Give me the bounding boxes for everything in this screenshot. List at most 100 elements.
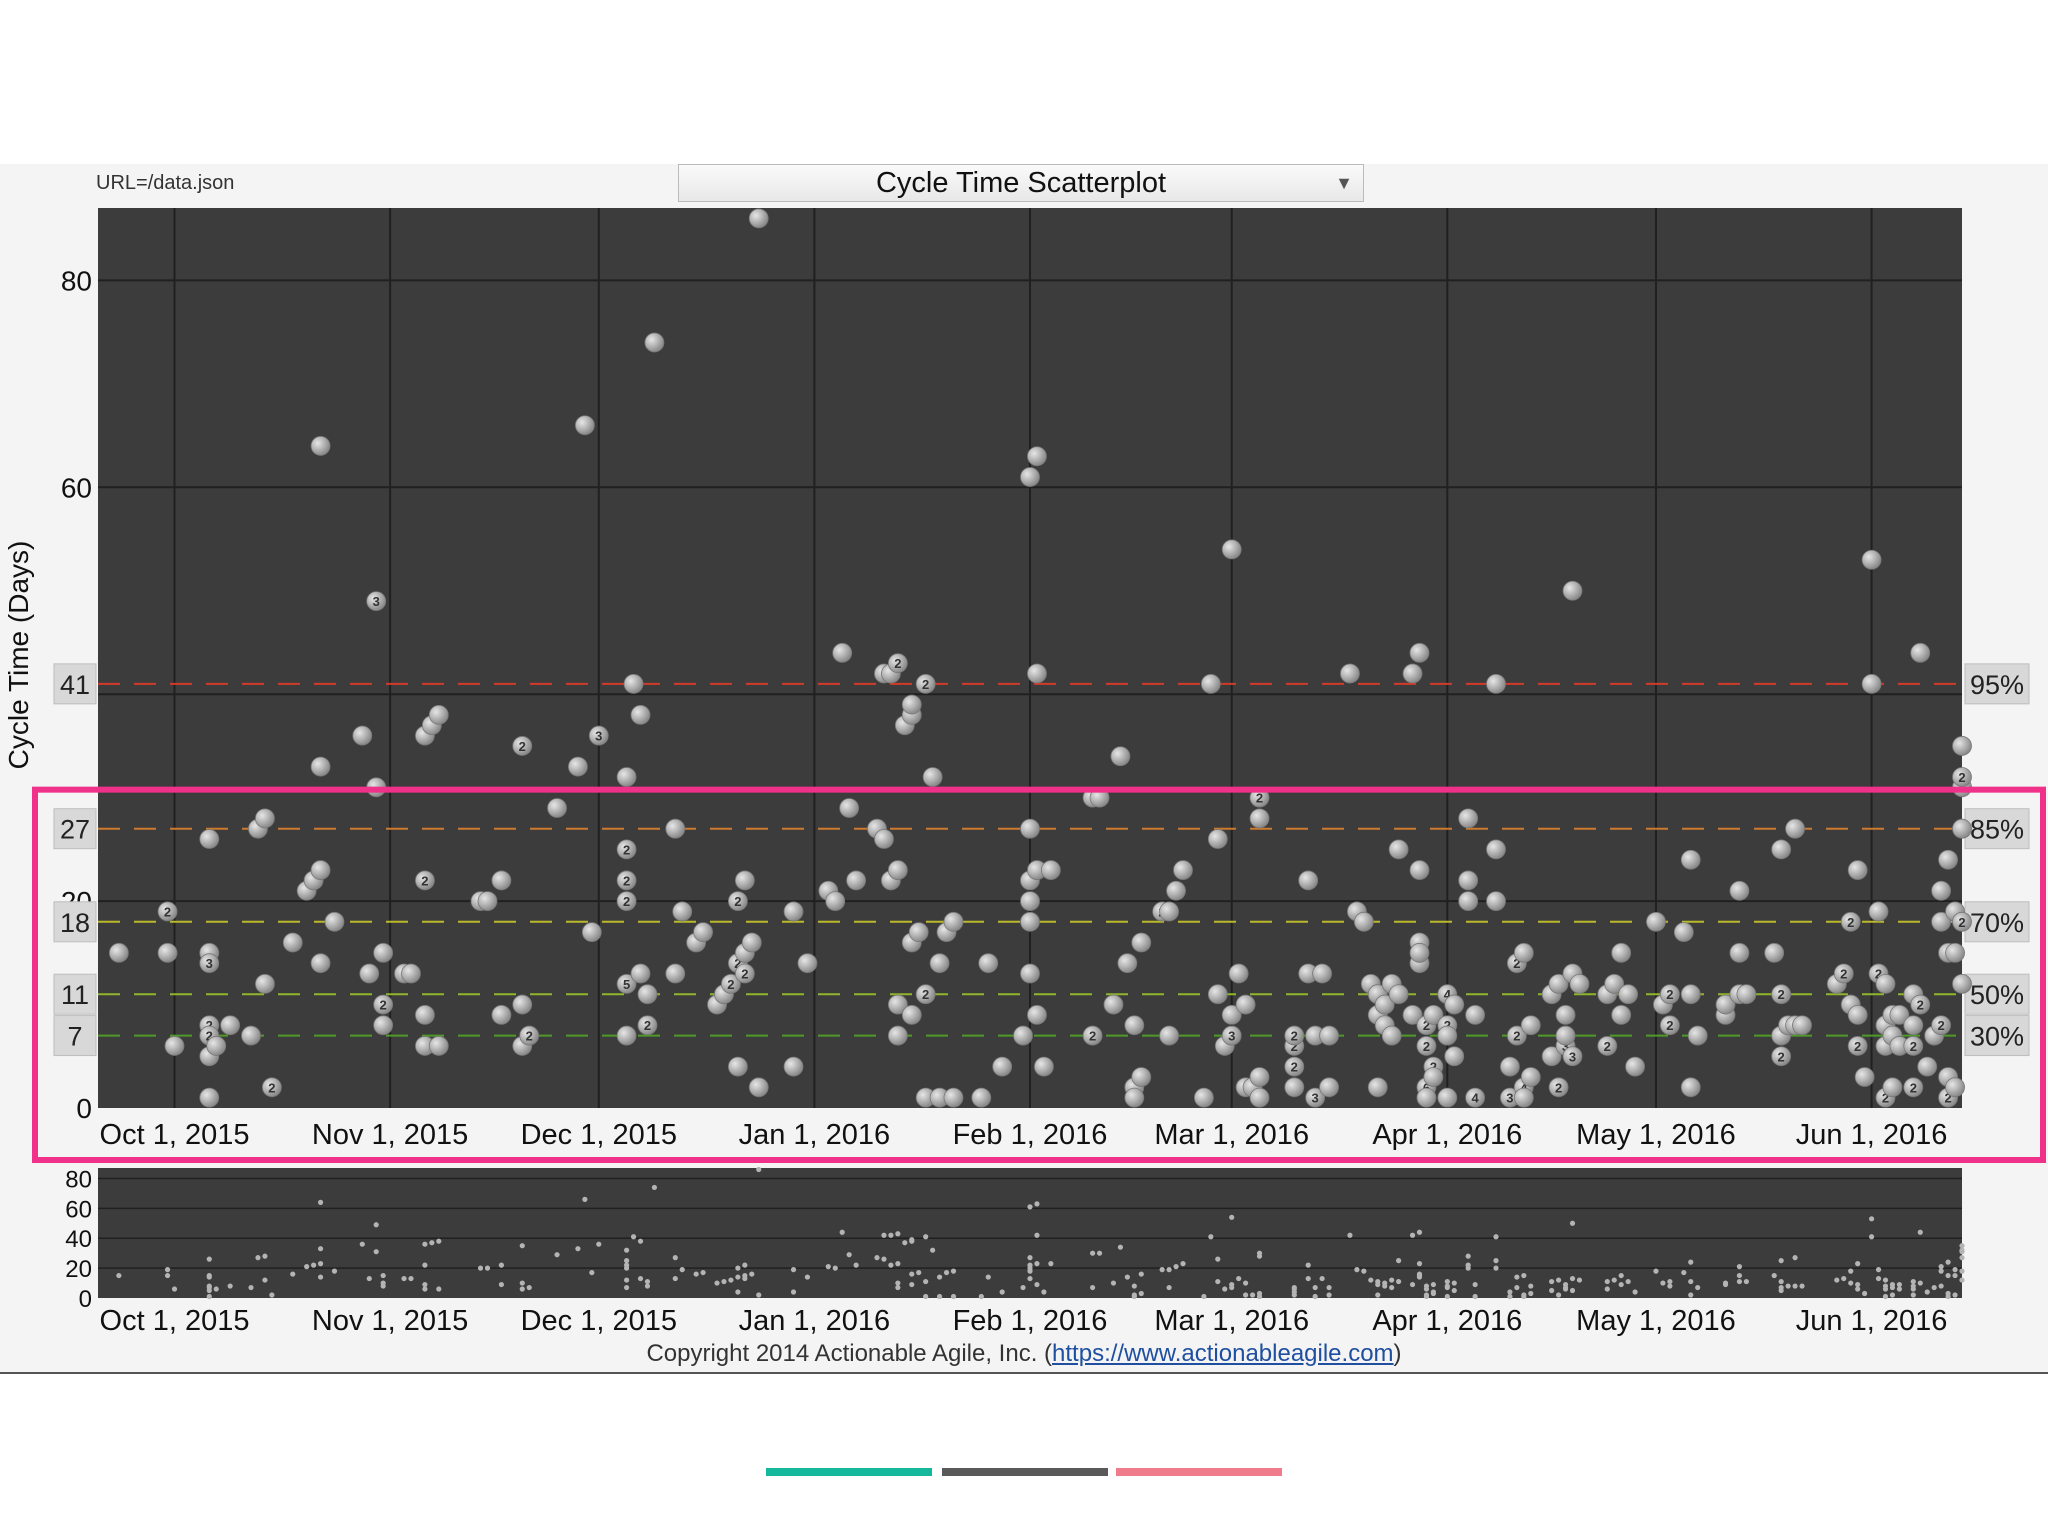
percentile-badge <box>1964 973 2030 1015</box>
data-point <box>1659 1015 1680 1036</box>
data-point <box>1611 1004 1632 1025</box>
data-point <box>1020 818 1040 839</box>
mini-data-point <box>1792 1255 1798 1261</box>
data-point <box>1785 818 1805 839</box>
data-point <box>1541 1046 1562 1067</box>
mini-y-tick-label: 0 <box>79 1286 92 1313</box>
data-point <box>574 415 595 436</box>
mini-data-point <box>290 1271 296 1277</box>
data-point <box>1861 673 1882 694</box>
mini-data-point <box>790 1289 797 1295</box>
mini-data-point <box>930 1247 936 1253</box>
mini-data-point <box>1048 1261 1054 1267</box>
mini-data-point <box>164 1272 171 1279</box>
mini-data-point <box>1855 1286 1861 1292</box>
data-point <box>637 984 658 1005</box>
mini-data-point <box>832 1265 838 1271</box>
data-point <box>992 1056 1013 1077</box>
mini-data-point <box>575 1246 581 1252</box>
mini-data-point <box>1604 1278 1610 1285</box>
mini-data-point <box>1430 1290 1437 1297</box>
data-point <box>1416 1036 1437 1056</box>
data-point <box>199 829 220 849</box>
data-point <box>908 922 929 943</box>
data-point <box>1444 1046 1465 1067</box>
y-tick-label: 80 <box>61 265 92 296</box>
chart-type-select[interactable]: Cycle Time Scatterplot ▼ <box>678 164 1364 202</box>
data-point <box>1319 1077 1339 1098</box>
mini-x-tick-label: Apr 1, 2016 <box>1372 1305 1522 1337</box>
data-point <box>1388 984 1409 1005</box>
point-count-label: 3 <box>373 594 380 609</box>
mini-data-point <box>1618 1272 1624 1279</box>
percentile-value-box <box>53 1015 97 1057</box>
data-point <box>783 1056 804 1077</box>
mini-data-point <box>1875 1267 1882 1273</box>
x-tick-label: Mar 1, 2016 <box>1154 1119 1309 1151</box>
mini-data-point <box>422 1286 428 1292</box>
data-point <box>748 1077 769 1098</box>
mini-data-point <box>1882 1286 1889 1292</box>
data-point <box>1458 891 1479 912</box>
mini-data-point <box>1444 1293 1450 1300</box>
mini-data-point <box>756 1292 762 1298</box>
data-point <box>797 953 818 974</box>
point-count-label: 2 <box>206 1029 213 1044</box>
mini-data-point <box>1124 1274 1130 1280</box>
mini-data-point <box>623 1247 630 1253</box>
mini-data-point <box>1521 1293 1527 1300</box>
data-point <box>887 1025 908 1046</box>
data-point <box>1381 1025 1402 1046</box>
mini-data-point <box>1291 1292 1297 1298</box>
data-point <box>261 1077 282 1098</box>
actionable-agile-link[interactable]: https://www.actionableagile.com <box>1052 1340 1394 1367</box>
mini-data-point <box>429 1240 435 1246</box>
data-point <box>324 911 345 932</box>
mini-data-point <box>1569 1287 1576 1294</box>
point-count-label: 2 <box>922 677 929 692</box>
x-tick-label: Jun 1, 2016 <box>1796 1119 1948 1151</box>
point-count-label: 2 <box>1847 915 1854 930</box>
data-point <box>1659 984 1680 1005</box>
mini-data-point <box>672 1255 678 1261</box>
mini-y-tick-label: 60 <box>65 1196 92 1223</box>
x-tick-label: Feb 1, 2016 <box>953 1119 1108 1151</box>
data-point <box>1945 1077 1965 1098</box>
percentile-label: 70% <box>1970 908 2024 938</box>
mini-data-point <box>623 1277 630 1283</box>
data-point <box>1131 1067 1152 1087</box>
mini-x-tick-label: Mar 1, 2016 <box>1154 1305 1309 1337</box>
mini-data-point <box>1910 1278 1916 1285</box>
mini-data-point <box>1089 1250 1096 1256</box>
point-count-label: 2 <box>734 956 741 971</box>
point-count-label: 2 <box>1256 791 1263 806</box>
data-point <box>1847 1004 1868 1025</box>
data-point <box>616 973 637 994</box>
mini-data-point <box>909 1281 915 1288</box>
mini-data-point <box>1027 1204 1033 1210</box>
mini-data-point <box>742 1262 748 1268</box>
mini-data-point <box>1569 1275 1576 1282</box>
point-count-label: 2 <box>1604 1039 1611 1054</box>
mini-data-point <box>790 1267 797 1273</box>
mini-data-point <box>1875 1275 1882 1282</box>
data-point <box>206 1036 227 1056</box>
data-point <box>1221 539 1242 560</box>
mini-data-point <box>923 1278 929 1285</box>
mini-data-point <box>902 1240 908 1246</box>
mini-data-point <box>1256 1250 1263 1256</box>
mini-data-point <box>1305 1262 1311 1268</box>
data-point <box>282 932 303 953</box>
mini-data-point <box>1771 1272 1777 1279</box>
mini-data-point <box>1166 1267 1172 1273</box>
mini-data-point <box>1722 1280 1729 1286</box>
mini-data-point <box>895 1284 901 1291</box>
data-point <box>1910 642 1931 663</box>
data-point <box>1513 942 1534 963</box>
mini-data-point <box>1660 1280 1666 1286</box>
mini-data-point <box>735 1265 741 1271</box>
mini-data-point <box>1409 1281 1416 1288</box>
data-point <box>1680 1077 1701 1098</box>
mini-data-point <box>1451 1287 1457 1294</box>
